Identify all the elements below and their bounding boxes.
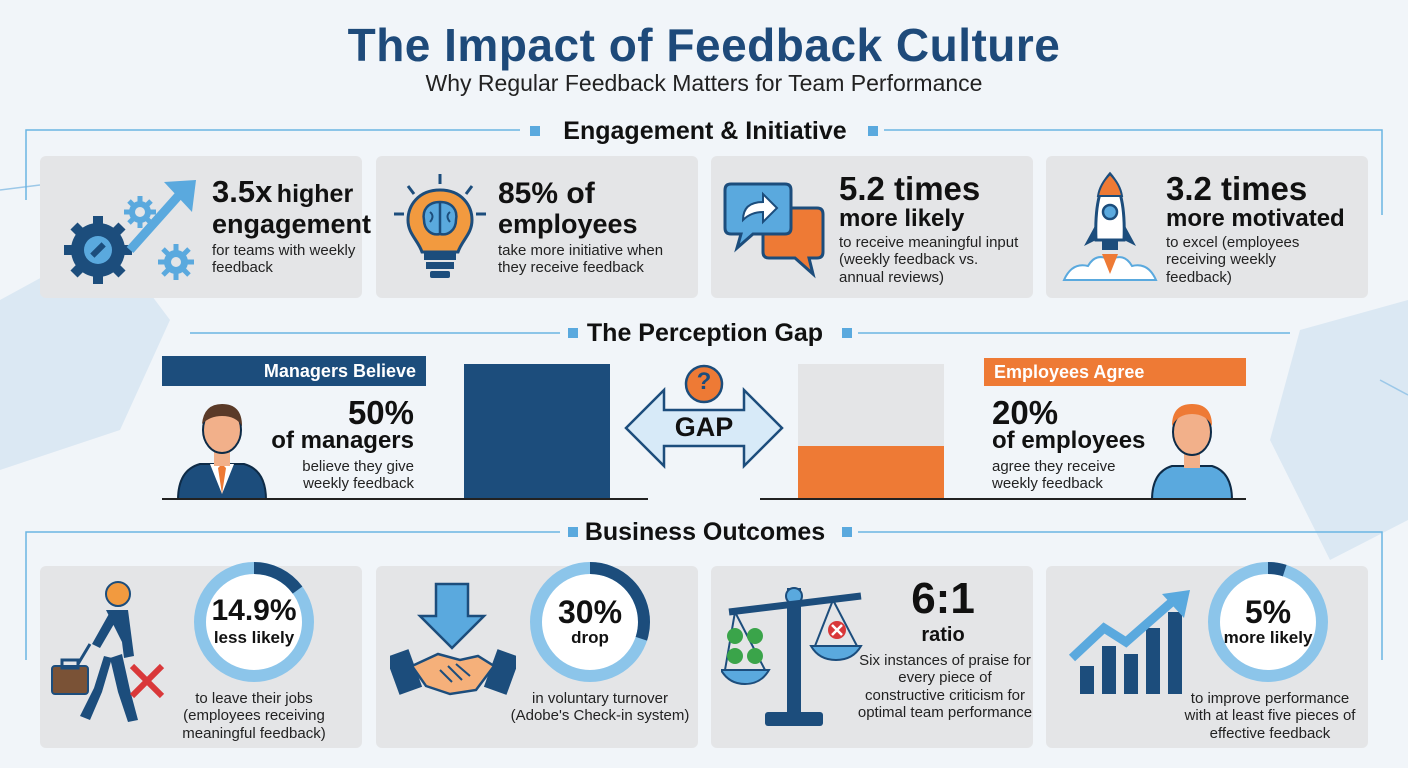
employees-description: agree they receive weekly feedback bbox=[992, 458, 1116, 493]
employees-label-tag: Employees Agree bbox=[984, 358, 1246, 386]
engagement-card-4: 3.2 times more motivated to excel (emplo… bbox=[1046, 156, 1368, 298]
stat-headline: more motivated bbox=[1166, 205, 1345, 232]
managers-bar bbox=[464, 364, 610, 498]
outcome-ring-4 bbox=[1208, 562, 1328, 682]
outcome-card-2: 30% drop in voluntary turnover (Adobe's … bbox=[376, 562, 698, 748]
stat-headline: employees bbox=[498, 209, 638, 239]
managers-baseline bbox=[162, 498, 648, 500]
stat-headline: engagement bbox=[212, 209, 372, 239]
managers-headline: of managers bbox=[271, 427, 414, 454]
gap-arrow-icon bbox=[624, 364, 784, 470]
employees-stat: 20% bbox=[992, 394, 1059, 431]
page-subtitle: Why Regular Feedback Matters for Team Pe… bbox=[425, 70, 983, 96]
rocket-icon bbox=[1062, 171, 1158, 281]
managers-label-tag: Managers Believe bbox=[162, 356, 426, 386]
walking-away-icon bbox=[51, 581, 165, 722]
stat-description: for teams with weekly feedback bbox=[212, 242, 356, 277]
gap-label: GAP bbox=[674, 412, 734, 442]
outcome-unit: less likely bbox=[213, 628, 295, 647]
outcome-stat: 5% bbox=[1244, 594, 1292, 630]
section-marker bbox=[530, 126, 540, 136]
growth-chart-icon bbox=[1068, 590, 1190, 694]
employees-bar bbox=[798, 446, 944, 498]
stat-headline: more likely bbox=[839, 205, 965, 232]
section-title-engagement: Engagement & Initiative bbox=[563, 117, 847, 145]
employees-label: Employees Agree bbox=[994, 361, 1145, 382]
outcome-description: to leave their jobs (employees receiving… bbox=[182, 690, 326, 742]
chat-bubbles-icon bbox=[723, 182, 825, 279]
section-title-outcomes: Business Outcomes bbox=[584, 518, 826, 546]
engagement-card-2: 85% of employees take more initiative wh… bbox=[376, 156, 698, 298]
section-marker bbox=[568, 328, 578, 338]
managers-description: believe they give weekly feedback bbox=[302, 458, 414, 493]
gears-arrow-icon bbox=[64, 180, 196, 284]
stat-value: 3.5x bbox=[212, 174, 273, 209]
outcome-description: to improve performance with at least fiv… bbox=[1184, 690, 1356, 742]
stat-description: to excel (employees receiving weekly fee… bbox=[1166, 234, 1300, 286]
outcome-description: in voluntary turnover (Adobe's Check-in … bbox=[510, 690, 690, 725]
outcome-card-4: 5% more likely to improve performance wi… bbox=[1046, 562, 1368, 748]
engagement-card-3: 5.2 times more likely to receive meaning… bbox=[711, 156, 1033, 298]
handshake-icon bbox=[390, 582, 516, 696]
page-title: The Impact of Feedback Culture bbox=[347, 19, 1061, 71]
outcome-stat: 14.9% bbox=[211, 594, 297, 627]
managers-label: Managers Believe bbox=[263, 360, 416, 381]
stat-suffix: higher bbox=[276, 180, 354, 208]
employees-baseline bbox=[760, 498, 1246, 500]
outcome-ring-2 bbox=[530, 562, 650, 682]
stat-value: 3.2 times bbox=[1166, 170, 1308, 207]
outcome-card-3: 6:1 ratio Six instances of praise for ev… bbox=[711, 566, 1033, 748]
outcome-ring-1 bbox=[194, 562, 314, 682]
outcome-unit: drop bbox=[571, 628, 609, 647]
outcome-stat: 6:1 bbox=[911, 574, 975, 623]
section-marker bbox=[842, 527, 852, 537]
outcome-unit: more likely bbox=[1223, 628, 1313, 647]
stat-description: to receive meaningful input (weekly feed… bbox=[839, 234, 1019, 286]
engagement-card-1: 3.5x higher engagement for teams with we… bbox=[40, 156, 371, 298]
perception-bars bbox=[464, 364, 944, 498]
lightbulb-brain-icon bbox=[394, 174, 486, 278]
managers-stat: 50% bbox=[347, 394, 414, 431]
scale-icon bbox=[721, 587, 863, 726]
outcome-card-1: 14.9% less likely to leave their jobs (e… bbox=[40, 562, 362, 748]
section-marker bbox=[842, 328, 852, 338]
section-marker bbox=[868, 126, 878, 136]
section-marker bbox=[568, 527, 578, 537]
gap-question-mark: ? bbox=[696, 368, 712, 395]
employees-headline: of employees bbox=[992, 427, 1146, 454]
outcome-description: Six instances of praise for every piece … bbox=[857, 652, 1033, 721]
stat-description: take more initiative when they receive f… bbox=[498, 242, 664, 277]
manager-avatar-icon bbox=[176, 404, 268, 500]
section-title-perception: The Perception Gap bbox=[586, 319, 824, 347]
stat-value: 5.2 times bbox=[839, 170, 981, 207]
outcome-stat: 30% bbox=[557, 594, 623, 630]
employee-avatar-icon bbox=[1150, 404, 1234, 500]
outcome-unit: ratio bbox=[921, 624, 965, 646]
stat-value: 85% of bbox=[498, 177, 595, 210]
